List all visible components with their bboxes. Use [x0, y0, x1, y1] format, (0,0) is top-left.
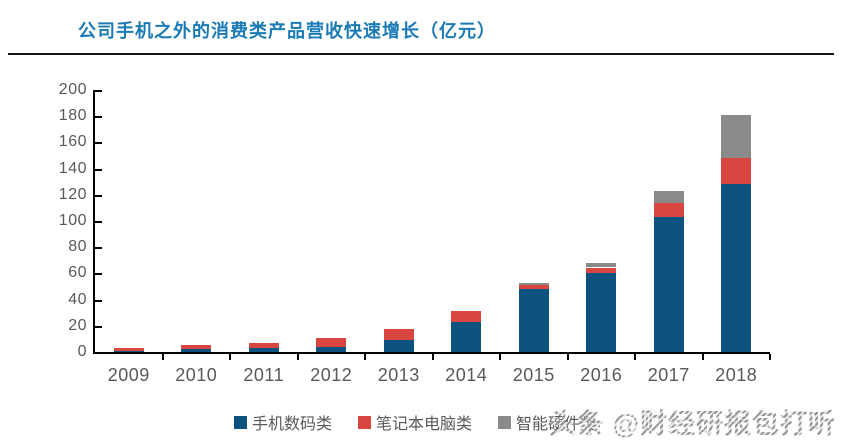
bar-segment-智能硬件类	[653, 190, 684, 203]
x-axis-label: 2010	[175, 365, 218, 385]
x-axis-tick	[296, 354, 299, 360]
bar-segment-笔记本电脑类	[316, 338, 347, 348]
x-axis-tick	[364, 354, 366, 360]
bar-segment-笔记本电脑类	[383, 329, 414, 341]
y-axis-label: 60	[68, 264, 87, 282]
bar-segment-手机数码类	[586, 273, 617, 352]
bar-segment-手机数码类	[653, 217, 684, 352]
x-axis-tick	[769, 354, 771, 360]
y-axis-tick	[95, 221, 102, 223]
y-axis-label: 100	[58, 212, 87, 229]
bar-segment-手机数码类	[721, 184, 752, 352]
bar-segment-笔记本电脑类	[248, 342, 279, 349]
legend-swatch-icon	[357, 415, 371, 429]
legend-item: 笔记本电脑类	[357, 410, 472, 434]
y-axis-label: 200	[58, 81, 87, 98]
y-axis-tick	[95, 168, 102, 171]
legend-swatch-icon	[233, 415, 247, 429]
y-axis-label: 80	[68, 238, 87, 256]
bar-segment-笔记本电脑类	[451, 311, 482, 322]
bar-segment-智能硬件类	[518, 282, 549, 286]
legend-item: 手机数码类	[233, 410, 332, 434]
bar-segment-笔记本电脑类	[653, 202, 684, 218]
x-axis-label: 2017	[647, 365, 690, 385]
bar-segment-手机数码类	[451, 321, 482, 352]
watermark-handle: @财经研报包打听	[612, 409, 836, 439]
x-axis-tick	[229, 354, 231, 360]
bar-segment-手机数码类	[248, 348, 279, 352]
x-axis-tick	[566, 354, 569, 360]
bar-segment-笔记本电脑类	[113, 348, 144, 351]
legend-label: 智能硬件类	[516, 410, 596, 434]
y-axis-tick	[95, 194, 102, 197]
bar-segment-智能硬件类	[586, 262, 617, 268]
y-axis-label: 160	[58, 133, 87, 151]
y-axis-tick	[95, 142, 102, 145]
x-axis-tick	[634, 354, 636, 360]
x-axis-label: 2013	[377, 365, 420, 385]
bar-segment-笔记本电脑类	[181, 344, 212, 349]
y-axis-label: 140	[58, 159, 87, 177]
bar-segment-笔记本电脑类	[518, 285, 549, 290]
legend-item: 智能硬件类	[498, 410, 596, 434]
bar-segment-手机数码类	[518, 289, 549, 352]
bar-segment-手机数码类	[113, 350, 144, 352]
y-axis-tick	[95, 116, 102, 119]
y-axis-tick	[95, 90, 102, 92]
watermark-brand: 头条	[548, 409, 605, 439]
x-axis-tick	[701, 354, 704, 360]
y-axis-label: 0	[77, 343, 87, 360]
x-axis-label: 2018	[715, 365, 758, 385]
legend-swatch-icon	[498, 415, 511, 429]
bar-segment-笔记本电脑类	[586, 267, 617, 274]
bar-segment-智能硬件类	[721, 114, 752, 159]
x-axis-label: 2015	[512, 365, 555, 385]
x-axis-tick	[499, 354, 501, 360]
x-axis-label: 2016	[580, 365, 623, 385]
title-divider	[8, 53, 834, 55]
bar-segment-手机数码类	[383, 340, 414, 352]
watermark: 头条 @财经研报包打听	[549, 402, 836, 441]
y-axis-tick	[95, 299, 102, 302]
y-axis-label: 120	[58, 185, 87, 203]
bar-segment-手机数码类	[181, 348, 212, 352]
bar-segment-笔记本电脑类	[721, 158, 752, 185]
legend-label: 手机数码类	[251, 416, 332, 433]
y-axis-line	[93, 90, 95, 354]
y-axis-label: 180	[58, 107, 87, 125]
x-axis-tick	[161, 354, 164, 360]
chart-title: 公司手机之外的消费类产品营收快速增长（亿元）	[78, 21, 496, 41]
x-axis-label: 2011	[243, 365, 285, 385]
legend-label: 笔记本电脑类	[375, 416, 472, 433]
x-axis-label: 2009	[107, 365, 150, 385]
y-axis-tick	[95, 325, 102, 328]
y-axis-label: 20	[68, 316, 87, 334]
x-axis-tick	[431, 354, 434, 360]
x-axis-label: 2012	[310, 365, 353, 385]
bar-segment-手机数码类	[316, 347, 347, 352]
y-axis-label: 40	[68, 290, 87, 308]
x-axis-label: 2014	[445, 365, 488, 385]
legend: 手机数码类 笔记本电脑类 智能硬件类	[95, 410, 735, 434]
y-axis-tick	[95, 247, 102, 250]
x-axis-line	[93, 352, 770, 354]
y-axis-tick	[95, 273, 102, 276]
